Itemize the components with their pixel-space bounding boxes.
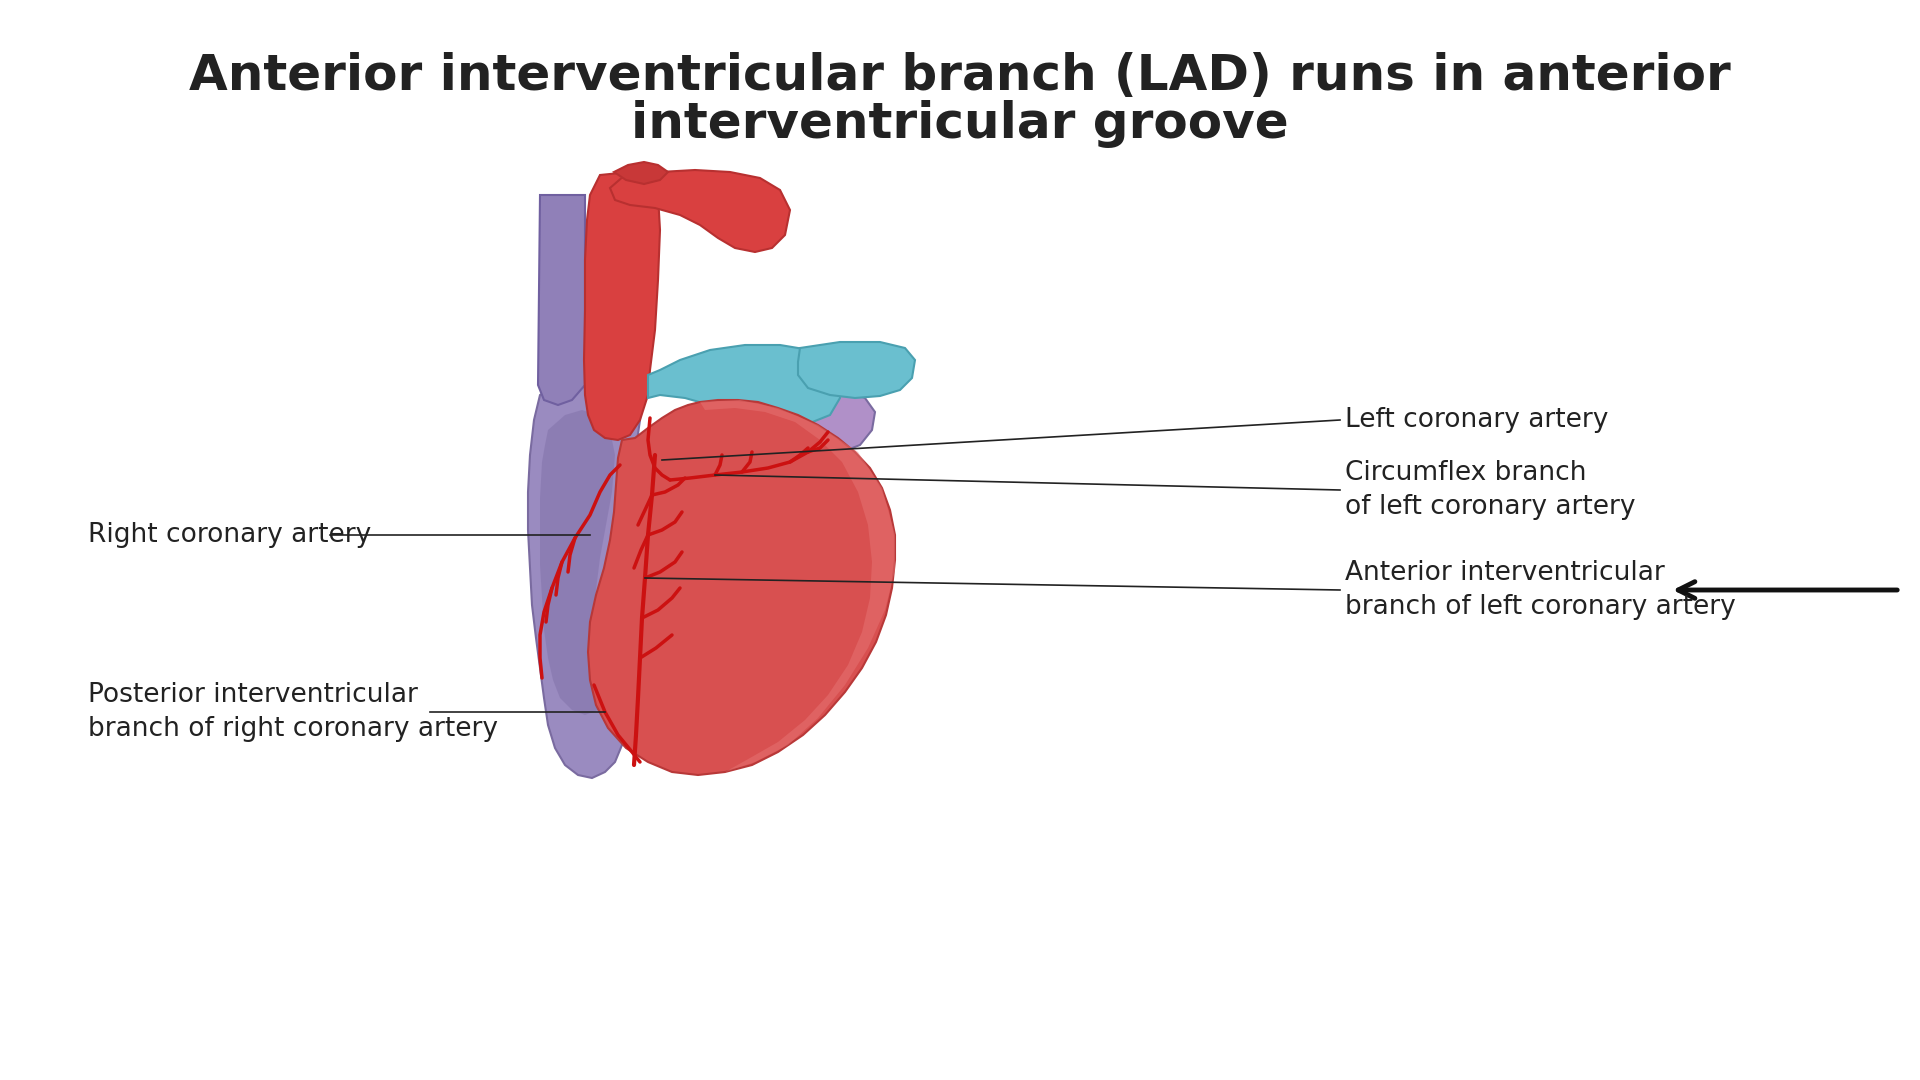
- Polygon shape: [538, 195, 586, 405]
- Polygon shape: [701, 400, 895, 772]
- Text: Posterior interventricular
branch of right coronary artery: Posterior interventricular branch of rig…: [88, 683, 497, 742]
- Polygon shape: [528, 355, 641, 778]
- Text: interventricular groove: interventricular groove: [632, 100, 1288, 148]
- Polygon shape: [785, 390, 876, 453]
- Polygon shape: [588, 400, 895, 775]
- Text: Left coronary artery: Left coronary artery: [1346, 407, 1609, 433]
- Polygon shape: [540, 410, 614, 715]
- Polygon shape: [799, 342, 916, 399]
- Polygon shape: [649, 345, 841, 426]
- Text: Right coronary artery: Right coronary artery: [88, 522, 371, 548]
- Polygon shape: [614, 162, 668, 184]
- Polygon shape: [611, 170, 789, 252]
- Text: Anterior interventricular branch (LAD) runs in anterior: Anterior interventricular branch (LAD) r…: [190, 52, 1730, 100]
- Polygon shape: [584, 172, 660, 440]
- Text: Circumflex branch
of left coronary artery: Circumflex branch of left coronary arter…: [1346, 460, 1636, 519]
- Text: Anterior interventricular
branch of left coronary artery: Anterior interventricular branch of left…: [1346, 561, 1736, 620]
